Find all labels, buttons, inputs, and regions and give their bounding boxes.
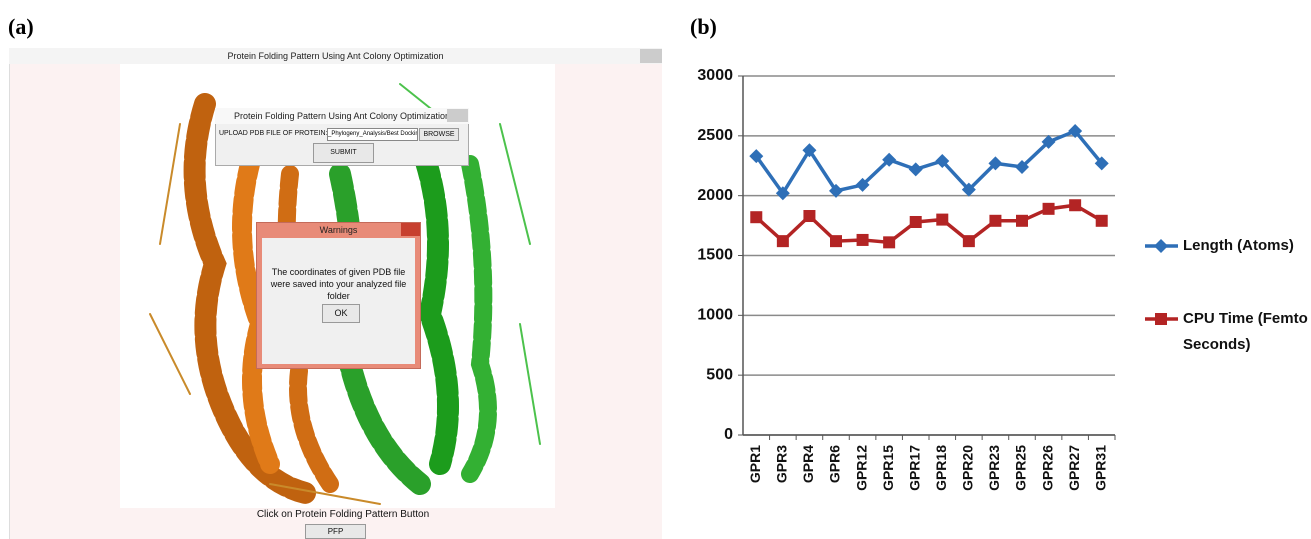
chart: 0 500 1000 1500 2000 2500 3000 GPR1 GPR3 GPR4 GPR6… (670, 0, 1311, 539)
point (936, 214, 948, 226)
x-tick-label: GPR17 (906, 445, 922, 491)
point (857, 234, 869, 246)
figure: (a) (b) Protein Folding Pattern Using An… (0, 0, 1311, 539)
point (830, 235, 842, 247)
warning-message: The coordinates of given PDB file were s… (266, 266, 411, 302)
x-tick-label: GPR1 (747, 445, 763, 483)
x-tick-label: GPR31 (1092, 445, 1108, 491)
y-tick-label: 2500 (697, 127, 733, 144)
x-tick-label: GPR15 (880, 445, 896, 491)
close-button[interactable] (640, 49, 662, 63)
y-tick-label: 2000 (697, 187, 733, 204)
point (1016, 215, 1028, 227)
legend-entry: CPU Time (Femto Seconds) (1183, 308, 1311, 368)
legend-label: Length (Atoms) (1183, 235, 1311, 259)
x-tick-label: GPR6 (827, 445, 843, 483)
y-tick-label: 500 (706, 366, 733, 383)
upload-label: UPLOAD PDB FILE OF PROTEIN: (219, 130, 328, 137)
point (803, 210, 815, 222)
point (883, 236, 895, 248)
file-path-input[interactable]: _Phylogeny_Analysis/Best Docking/142to14… (327, 128, 418, 141)
legend-label: CPU Time (Femto Seconds) (1183, 308, 1311, 358)
legend-entry: Length (Atoms) (1183, 235, 1311, 295)
x-tick-label: GPR23 (986, 445, 1002, 491)
legend-marker (1155, 313, 1167, 325)
point (750, 211, 762, 223)
point (1069, 199, 1081, 211)
x-tick-label: GPR26 (1039, 445, 1055, 491)
point (909, 162, 923, 176)
y-tick-label: 1000 (697, 307, 733, 324)
point (1043, 203, 1055, 215)
warning-title: Warnings (256, 222, 421, 238)
x-tick-label: GPR20 (960, 445, 976, 491)
browse-button[interactable]: BROWSE (419, 128, 459, 141)
x-tick-label: GPR12 (853, 445, 869, 491)
panel-label: (a) (8, 14, 34, 40)
y-tick-label: 0 (724, 426, 733, 443)
point (963, 235, 975, 247)
submit-button[interactable]: SUBMIT (313, 143, 374, 163)
legend-marker (1154, 239, 1168, 253)
x-tick-label: GPR4 (800, 445, 816, 483)
x-tick-label: GPR3 (774, 445, 790, 483)
y-tick-label: 3000 (697, 67, 733, 84)
x-tick-label: GPR25 (1013, 445, 1029, 491)
x-tick-label: GPR18 (933, 445, 949, 491)
point (777, 235, 789, 247)
x-tick-label: GPR27 (1066, 445, 1082, 491)
dialog-title: Protein Folding Pattern Using Ant Colony… (215, 108, 469, 124)
window-title: Protein Folding Pattern Using Ant Colony… (9, 48, 662, 64)
close-button[interactable] (401, 223, 420, 236)
point (989, 215, 1001, 227)
close-button[interactable] (447, 109, 468, 122)
point (910, 216, 922, 228)
y-tick-label: 1500 (697, 247, 733, 264)
pfp-button[interactable]: PFP (305, 524, 366, 539)
point (1096, 215, 1108, 227)
ok-button[interactable]: OK (322, 304, 360, 323)
status-text: Click on Protein Folding Pattern Button (200, 509, 486, 520)
